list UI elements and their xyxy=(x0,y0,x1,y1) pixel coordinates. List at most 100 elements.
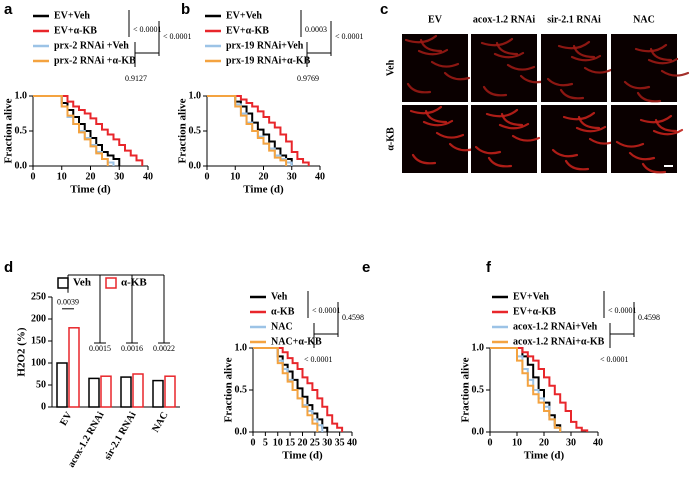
worm xyxy=(647,57,679,65)
x-axis-label: Time (d) xyxy=(282,450,323,462)
y-axis-label: Fraction alive xyxy=(223,357,235,422)
x-tick-label: 5 xyxy=(263,437,268,448)
p-value: < 0.0001 xyxy=(133,25,162,34)
survival-curve xyxy=(490,347,562,432)
worm xyxy=(498,122,530,130)
x-tick-label: 10 xyxy=(512,437,522,448)
x-tick-label: 40 xyxy=(315,171,325,182)
p-value: 0.9769 xyxy=(297,74,319,83)
worm xyxy=(422,119,454,127)
y-tick-label: 1.0 xyxy=(189,90,202,101)
p-value: 0.0003 xyxy=(305,25,327,34)
legend-label: EV+α-KB xyxy=(513,306,556,317)
legend-label: EV+Veh xyxy=(226,10,262,21)
legend-label: EV+Veh xyxy=(513,291,549,302)
worm xyxy=(511,134,541,142)
legend-label: Veh xyxy=(73,277,91,289)
panel-letter: e xyxy=(362,259,370,276)
micrograph xyxy=(541,105,607,173)
x-axis-label: Time (d) xyxy=(243,184,284,196)
worm xyxy=(575,125,607,133)
survival-curve xyxy=(490,347,562,432)
p-value: < 0.0001 xyxy=(600,355,629,364)
p-value: < 0.0001 xyxy=(608,306,637,315)
y-tick-label: 100 xyxy=(31,357,46,368)
x-tick-label: 15 xyxy=(285,437,295,448)
x-tick-label: 40 xyxy=(347,437,357,448)
column-label: EV xyxy=(428,14,443,25)
worm xyxy=(493,51,525,59)
worm xyxy=(652,128,684,136)
worm xyxy=(443,71,471,81)
y-tick-label: 0.0 xyxy=(15,160,28,171)
p-value: 0.4598 xyxy=(638,313,660,322)
panel-letter: d xyxy=(4,259,13,276)
micrograph xyxy=(611,105,677,173)
survival-curve xyxy=(490,347,589,432)
worm xyxy=(430,60,460,68)
y-tick-label: 1.0 xyxy=(472,342,485,353)
y-tick-label: 50 xyxy=(36,379,46,390)
legend-label: prx-2 RNAi +α-KB xyxy=(54,55,136,66)
p-value: 0.0022 xyxy=(153,344,175,353)
worm xyxy=(551,148,579,158)
y-tick-label: 0.0 xyxy=(235,426,248,437)
y-tick-label: 0.5 xyxy=(189,125,202,136)
x-axis-label: Time (d) xyxy=(524,450,565,462)
worm xyxy=(487,156,513,168)
x-tick-label: 40 xyxy=(593,437,603,448)
y-tick-label: 0.0 xyxy=(472,426,485,437)
legend-label: NAC xyxy=(271,321,293,332)
panel-letter: a xyxy=(4,1,13,18)
legend-label: α-KB xyxy=(271,306,295,317)
legend-label: prx-19 RNAi+α-KB xyxy=(226,55,311,66)
worm xyxy=(636,91,662,103)
legend-swatch xyxy=(105,277,117,289)
bar xyxy=(88,377,100,408)
bar xyxy=(68,327,80,408)
micrograph xyxy=(402,105,468,173)
worm xyxy=(564,159,590,171)
x-tick-label: 0 xyxy=(488,437,493,448)
panel-letter: f xyxy=(486,259,492,276)
x-tick-label: 20 xyxy=(259,171,269,182)
worm xyxy=(641,162,667,174)
worm xyxy=(623,80,651,90)
micrograph xyxy=(541,34,607,102)
y-tick-label: 250 xyxy=(31,291,46,302)
panel-letter: b xyxy=(181,1,190,18)
panel-letter: c xyxy=(380,1,388,18)
bar xyxy=(120,376,132,408)
y-tick-label: 150 xyxy=(31,335,46,346)
x-tick-label: 20 xyxy=(298,437,308,448)
survival-curve xyxy=(33,95,109,166)
y-tick-label: 1.0 xyxy=(15,90,28,101)
column-label: sir-2.1 RNAi xyxy=(547,14,601,25)
worm xyxy=(424,109,448,124)
legend-label: NAC+α-KB xyxy=(271,336,322,347)
worm xyxy=(572,44,596,59)
column-label: acox-1.2 RNAi xyxy=(473,14,535,25)
row-label: α-KB xyxy=(385,127,396,151)
y-tick-label: 200 xyxy=(31,313,46,324)
survival-curve xyxy=(207,95,310,166)
worm xyxy=(435,131,465,139)
micrograph xyxy=(611,34,677,102)
x-tick-label: 40 xyxy=(143,171,153,182)
y-axis-label: H2O2 (%) xyxy=(16,327,28,377)
y-tick-label: 0 xyxy=(41,401,46,412)
worm xyxy=(411,153,437,165)
bar xyxy=(56,362,68,408)
survival-curve xyxy=(207,95,288,166)
x-tick-label: 30 xyxy=(322,437,332,448)
legend-label: α-KB xyxy=(121,277,147,289)
x-tick-label: 10 xyxy=(230,171,240,182)
x-tick-label: 10 xyxy=(273,437,283,448)
worm xyxy=(482,85,508,97)
x-tick-label: 20 xyxy=(86,171,96,182)
legend-label: acox-1.2 RNAi+Veh xyxy=(513,321,598,332)
bar xyxy=(132,373,144,408)
p-value: < 0.0001 xyxy=(163,32,192,41)
x-tick-label: 30 xyxy=(114,171,124,182)
legend-label: EV+α-KB xyxy=(226,25,269,36)
